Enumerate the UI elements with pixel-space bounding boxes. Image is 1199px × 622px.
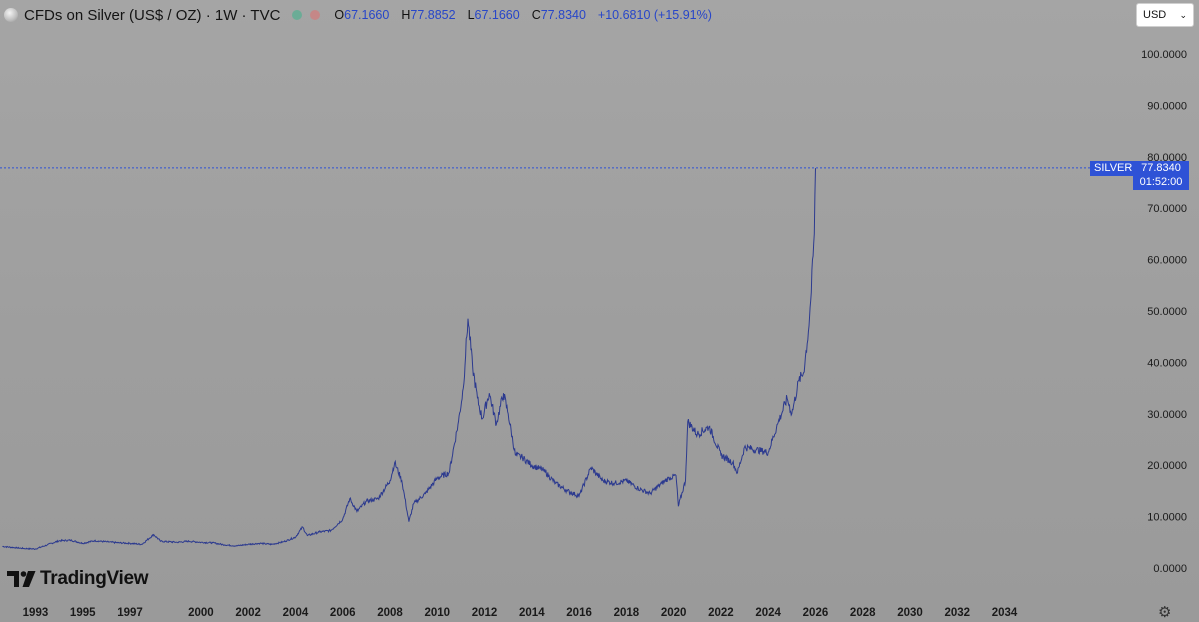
y-tick-label: 90.0000 xyxy=(1147,100,1187,112)
chart-header: CFDs on Silver (US$ / OZ) · 1W · TVC O 6… xyxy=(4,5,712,25)
x-tick-label: 2026 xyxy=(803,607,829,619)
x-tick-label: 1995 xyxy=(70,607,96,619)
x-tick-label: 2004 xyxy=(283,607,309,619)
y-tick-label: 20.0000 xyxy=(1147,460,1187,472)
close-key: C xyxy=(531,8,541,22)
last-price-box: 77.8340 01:52:00 xyxy=(1133,161,1189,190)
tradingview-logo-icon xyxy=(7,571,36,587)
open-value: 67.1660 xyxy=(344,8,390,22)
open-key: O xyxy=(334,8,345,22)
x-tick-label: 2008 xyxy=(377,607,403,619)
x-tick-label: 2010 xyxy=(424,607,450,619)
y-tick-label: 100.0000 xyxy=(1141,49,1187,61)
close-value: 77.8340 xyxy=(540,8,586,22)
chevron-down-icon: ⌄ xyxy=(1179,9,1187,20)
silver-symbol-icon[interactable] xyxy=(4,8,18,22)
x-tick-label: 2024 xyxy=(755,607,781,619)
x-tick-label: 2006 xyxy=(330,607,356,619)
time-axis[interactable]: 1993 1995 1997 2000 2002 2004 2006 2008 2010 2012… xyxy=(23,607,1018,619)
ohlc-values: O 67.1660 H 77.8852 L 67.1660 C 77.8340 … xyxy=(334,8,711,22)
x-tick-label: 2002 xyxy=(235,607,261,619)
x-tick-label: 1993 xyxy=(23,607,49,619)
y-tick-label: 40.0000 xyxy=(1147,357,1187,369)
y-tick-label: 50.0000 xyxy=(1147,306,1187,318)
high-key: H xyxy=(401,8,411,22)
market-open-icon xyxy=(292,10,303,20)
x-tick-label: 2020 xyxy=(661,607,687,619)
x-tick-label: 2032 xyxy=(944,607,970,619)
x-tick-label: 1997 xyxy=(117,607,143,619)
brand-name: TradingView xyxy=(40,568,149,589)
x-tick-label: 2012 xyxy=(472,607,498,619)
tradingview-logo[interactable]: TradingView xyxy=(7,568,149,590)
x-tick-label: 2028 xyxy=(850,607,876,619)
gear-icon[interactable]: ⚙ xyxy=(1158,604,1172,621)
y-tick-label: 10.0000 xyxy=(1147,512,1187,524)
y-tick-label: 30.0000 xyxy=(1147,409,1187,421)
data-delay-icon xyxy=(310,10,321,20)
currency-value: USD xyxy=(1143,9,1167,21)
y-tick-label: 80.0000 xyxy=(1147,152,1187,164)
x-tick-label: 2034 xyxy=(992,607,1018,619)
high-value: 77.8852 xyxy=(410,8,456,22)
y-tick-label: 70.0000 xyxy=(1147,203,1187,215)
x-tick-label: 2014 xyxy=(519,607,545,619)
x-tick-label: 2016 xyxy=(566,607,592,619)
x-tick-label: 2030 xyxy=(897,607,923,619)
change-value: +10.6810 (+15.91%) xyxy=(597,8,712,22)
bar-countdown: 01:52:00 xyxy=(1139,175,1183,188)
silver-price-line xyxy=(2,168,816,551)
x-tick-label: 2018 xyxy=(614,607,640,619)
x-tick-label: 2000 xyxy=(188,607,214,619)
symbol-title[interactable]: CFDs on Silver (US$ / OZ) · 1W · TVC xyxy=(24,6,281,24)
y-tick-label: 0.0000 xyxy=(1153,563,1187,575)
y-tick-label: 60.0000 xyxy=(1147,255,1187,267)
symbol-price-label: SILVER xyxy=(1090,161,1137,176)
last-price-value: 77.8340 xyxy=(1141,162,1181,174)
x-tick-label: 2022 xyxy=(708,607,734,619)
currency-select[interactable]: USD ⌄ xyxy=(1136,3,1194,27)
low-value: 67.1660 xyxy=(474,8,520,22)
low-key: L xyxy=(467,8,475,22)
price-axis[interactable]: 0.0000 10.0000 20.0000 30.0000 40.0000 50.000… xyxy=(1141,49,1187,575)
